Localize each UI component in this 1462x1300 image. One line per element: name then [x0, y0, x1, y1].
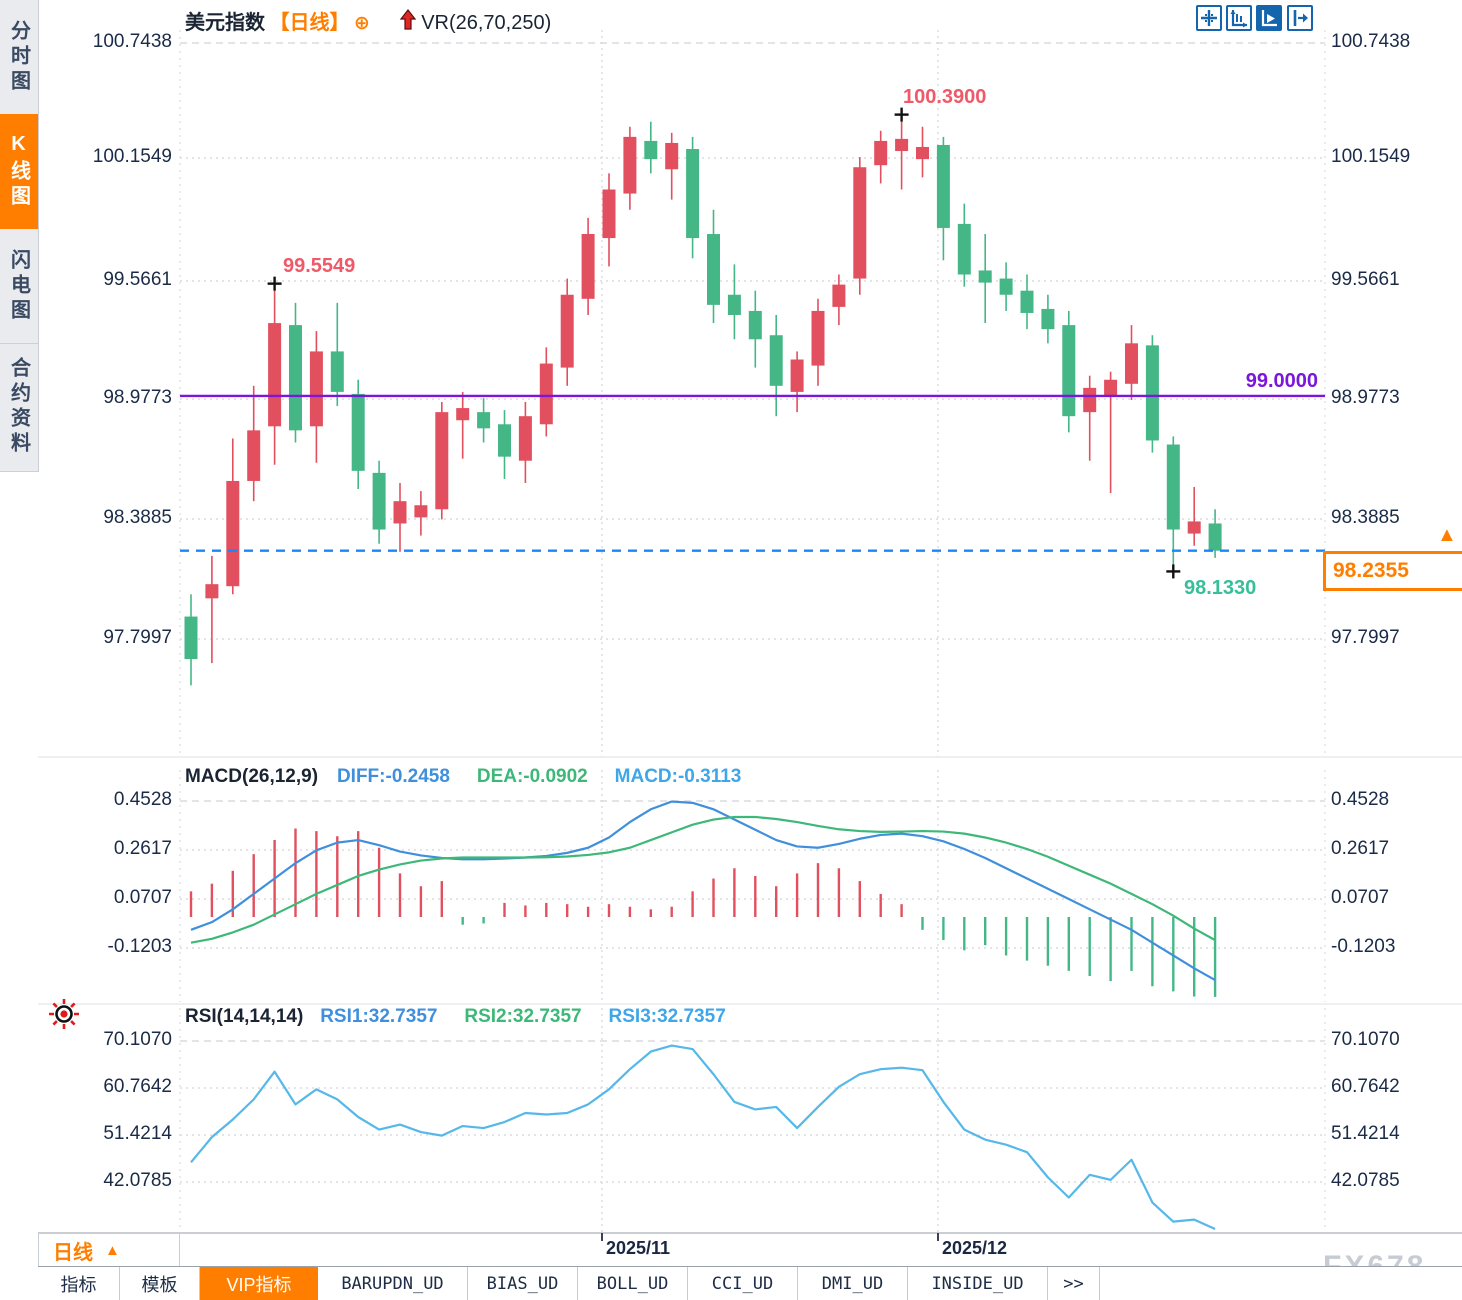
sidebar-tab-contract-info[interactable]: 合约资料: [0, 343, 38, 472]
xaxis-month-label: 2025/11: [606, 1238, 671, 1258]
sidebar: 分时图 K线图 闪电图 合约资料: [0, 0, 39, 472]
yaxis-label: 51.4214: [1331, 1123, 1400, 1144]
swing-high-1-label: 99.5549: [283, 255, 356, 277]
yaxis-label: 98.9773: [103, 387, 172, 408]
rsi-title: RSI(14,14,14): [185, 1006, 304, 1027]
yaxis-label: 99.5661: [103, 269, 172, 290]
rsi2-value: RSI2:32.7357: [464, 1006, 582, 1027]
indicator-tab-7[interactable]: CCI_UD: [688, 1267, 798, 1300]
yaxis-label: 0.2617: [1331, 838, 1390, 859]
symbol-title: 美元指数: [185, 12, 265, 34]
yaxis-label: 42.0785: [1331, 1170, 1400, 1191]
indicator-tab-8[interactable]: DMI_UD: [798, 1267, 908, 1300]
indicator-tab-1[interactable]: 指标: [38, 1267, 120, 1300]
corner-cell: [0, 1233, 39, 1266]
up-arrow-icon: [399, 9, 417, 36]
yaxis-label: 60.7642: [103, 1076, 172, 1097]
yaxis-label: 51.4214: [103, 1123, 172, 1144]
period-tag: 【日线】: [269, 12, 350, 34]
corner-cell: [0, 1266, 39, 1300]
yaxis-label: 42.0785: [103, 1170, 172, 1191]
indicator-tab-6[interactable]: BOLL_UD: [578, 1267, 688, 1300]
exit-right-icon[interactable]: [1287, 5, 1313, 31]
circle-plus-icon[interactable]: ⊕: [353, 13, 370, 34]
swing-high-2-label: 100.3900: [903, 86, 987, 108]
sun-alert-icon[interactable]: [46, 996, 82, 1037]
crosshair-move-icon[interactable]: [1196, 5, 1222, 31]
indicator-tab-2[interactable]: 模板: [120, 1267, 200, 1300]
sidebar-tab-candle-chart[interactable]: K线图: [0, 114, 38, 229]
yaxis-label: 70.1070: [103, 1029, 172, 1050]
yaxis-label: 100.1549: [92, 146, 172, 167]
rsi1-value: RSI1:32.7357: [320, 1006, 438, 1027]
indicator-tab-5[interactable]: BIAS_UD: [468, 1267, 578, 1300]
chevron-up-icon: ▲: [105, 1241, 120, 1259]
yaxis-label: 100.7438: [92, 31, 172, 52]
hline-price-label: 99.0000: [1245, 370, 1318, 392]
rsi3-value: RSI3:32.7357: [608, 1006, 726, 1027]
yaxis-label: 98.9773: [1331, 387, 1400, 408]
yaxis-label: 100.7438: [1331, 31, 1411, 52]
yaxis-label: 70.1070: [1331, 1029, 1400, 1050]
macd-title: MACD(26,12,9): [185, 766, 319, 787]
yaxis-label: 100.1549: [1331, 146, 1411, 167]
yaxis-label: 0.0707: [1331, 887, 1390, 908]
period-selector[interactable]: 日线 ▲: [38, 1233, 180, 1267]
axis-scale-icon[interactable]: [1226, 5, 1252, 31]
yaxis-label: 0.4528: [1331, 789, 1390, 810]
yaxis-label: 0.4528: [113, 789, 172, 810]
macd-dea-value: DEA:-0.0902: [476, 766, 588, 787]
indicator-tab-3[interactable]: VIP指标: [200, 1267, 318, 1300]
indicator-tab-10[interactable]: >>: [1048, 1267, 1100, 1300]
period-selector-label: 日线: [53, 1241, 93, 1264]
indicator-tab-9[interactable]: INSIDE_UD: [908, 1267, 1048, 1300]
yaxis-label: 0.0707: [113, 887, 172, 908]
indicator-tab-4[interactable]: BARUPDN_UD: [318, 1267, 468, 1300]
price-up-arrow-icon: ▲: [1437, 524, 1457, 546]
yaxis-label: 98.3885: [1331, 507, 1400, 528]
sidebar-tab-time-chart[interactable]: 分时图: [0, 0, 38, 115]
last-price-tag[interactable]: 98.2355: [1323, 551, 1462, 591]
yaxis-label: 97.7997: [103, 627, 172, 648]
indicator-tab-bar: 指标 模板 VIP指标 BARUPDN_UD BIAS_UD BOLL_UD CCI_UD D…: [38, 1266, 1462, 1300]
xaxis-month-label: 2025/12: [942, 1238, 1008, 1258]
macd-diff-value: DIFF:-0.2458: [336, 766, 450, 787]
sidebar-tab-lightning-chart[interactable]: 闪电图: [0, 229, 38, 344]
yaxis-label: -0.1203: [1331, 936, 1396, 957]
macd-value: MACD:-0.3113: [614, 766, 742, 787]
yaxis-label: 98.3885: [103, 507, 172, 528]
yaxis-label: 99.5661: [1331, 269, 1400, 290]
yaxis-label: 0.2617: [113, 838, 172, 859]
axis-play-icon[interactable]: [1256, 5, 1282, 31]
yaxis-label: -0.1203: [107, 936, 172, 957]
swing-low-label: 98.1330: [1184, 577, 1257, 599]
yaxis-label: 97.7997: [1331, 627, 1400, 648]
yaxis-label: 60.7642: [1331, 1076, 1400, 1097]
indicator-title: VR(26,70,250): [421, 12, 552, 34]
